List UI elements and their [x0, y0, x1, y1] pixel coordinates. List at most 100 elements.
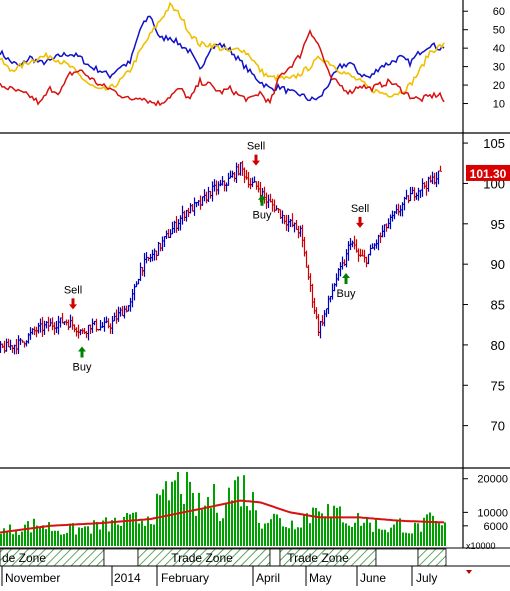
volume-bar [393, 524, 395, 546]
volume-bar [309, 523, 311, 546]
volume-bar [333, 505, 335, 546]
volume-bar [243, 475, 245, 546]
volume-bar [294, 529, 296, 546]
volume-bar [204, 505, 206, 546]
indicator-panel: 10 20 30 40 50 60 [0, 1, 505, 111]
volume-bar [405, 532, 407, 546]
volume-bar [183, 504, 185, 546]
last-price-value: 101.30 [470, 167, 507, 181]
volume-bar [219, 521, 221, 546]
volume-bar [69, 523, 71, 546]
price-tick-label: 90 [491, 257, 505, 272]
volume-bar [441, 525, 443, 546]
volume-bar [369, 522, 371, 546]
volume-bar [9, 524, 11, 546]
volume-bar [48, 522, 50, 546]
volume-bar [129, 514, 131, 546]
volume-bar [180, 494, 182, 546]
volume-bar [273, 513, 275, 546]
sell-label: Sell [247, 141, 265, 153]
volume-bar [420, 531, 422, 546]
panel-frames [0, 0, 510, 567]
trade-zone-label: Trade Zone [287, 551, 349, 565]
indicator-tick-label: 50 [493, 25, 505, 37]
volume-bar [78, 527, 80, 546]
buy-arrow-icon [258, 194, 266, 206]
volume-bar [378, 528, 380, 546]
sell-arrow-icon [252, 154, 260, 166]
volume-bar [93, 520, 95, 546]
volume-bar [210, 508, 212, 546]
volume-bar [267, 522, 269, 546]
volume-bar [120, 525, 122, 546]
volume-bar [408, 533, 410, 546]
volume-bar [123, 516, 125, 546]
volume-bar [249, 510, 251, 546]
volume-bar [270, 519, 272, 546]
volume-bar [432, 515, 434, 546]
volume-bar [162, 489, 164, 546]
volume-bar [27, 521, 29, 546]
buy-arrow-icon [78, 346, 86, 358]
trade-zone-segment [417, 548, 447, 567]
volume-bar [18, 534, 20, 546]
volume-bar [216, 512, 218, 546]
price-tick-label: 75 [491, 378, 505, 393]
volume-bar [228, 487, 230, 546]
trade-zone-segment [269, 548, 281, 567]
volume-bar [33, 518, 35, 546]
volume-tick-label: 20000 [477, 474, 508, 486]
volume-bar [135, 512, 137, 546]
volume-bar [255, 510, 257, 546]
volume-bar [156, 493, 158, 546]
volume-bar [411, 533, 413, 546]
volume-panel: 6000 10000 20000 x10000 [0, 472, 508, 551]
volume-bar [324, 516, 326, 546]
volume-bar [90, 533, 92, 546]
volume-bar [105, 517, 107, 546]
price-panel: 707580859095100105101.30SellBuySellBuySe… [0, 136, 510, 434]
indicator-tick-label: 60 [493, 6, 505, 18]
volume-tick-label: 6000 [484, 521, 508, 533]
volume-bar [390, 527, 392, 546]
volume-bar [252, 492, 254, 546]
volume-bar [258, 523, 260, 546]
volume-bar [375, 519, 377, 546]
volume-bar [12, 534, 14, 546]
volume-bar [66, 532, 68, 546]
volume-bar [438, 523, 440, 546]
volume-bar [63, 534, 65, 546]
volume-bar [138, 523, 140, 546]
volume-bar [306, 513, 308, 546]
volume-bar [54, 530, 56, 546]
indicator-line-1 [0, 15, 445, 102]
volume-bar [288, 528, 290, 546]
volume-bar [399, 518, 401, 546]
volume-bar [360, 525, 362, 546]
indicator-tick-label: 40 [493, 43, 505, 55]
scroll-marker-icon [466, 570, 472, 574]
volume-bar [159, 495, 161, 546]
volume-bar [348, 525, 350, 546]
volume-bar [339, 506, 341, 546]
volume-bar [237, 476, 239, 546]
trade-zone-label: de Zone [2, 551, 46, 565]
volume-bar [51, 530, 53, 546]
volume-bar [84, 526, 86, 546]
volume-bar [300, 527, 302, 546]
volume-bar [342, 522, 344, 546]
volume-bar [144, 525, 146, 546]
volume-bar [72, 523, 74, 546]
volume-bar [426, 514, 428, 546]
time-axis-label: June [360, 571, 386, 585]
volume-bar [39, 527, 41, 546]
price-tick-label: 80 [491, 338, 505, 353]
volume-bar [297, 527, 299, 546]
volume-bar [114, 517, 116, 546]
volume-bar [150, 524, 152, 546]
volume-bar [126, 512, 128, 546]
trade-zone-segment [103, 548, 139, 567]
volume-bar [141, 520, 143, 546]
time-axis-label: May [309, 571, 332, 585]
